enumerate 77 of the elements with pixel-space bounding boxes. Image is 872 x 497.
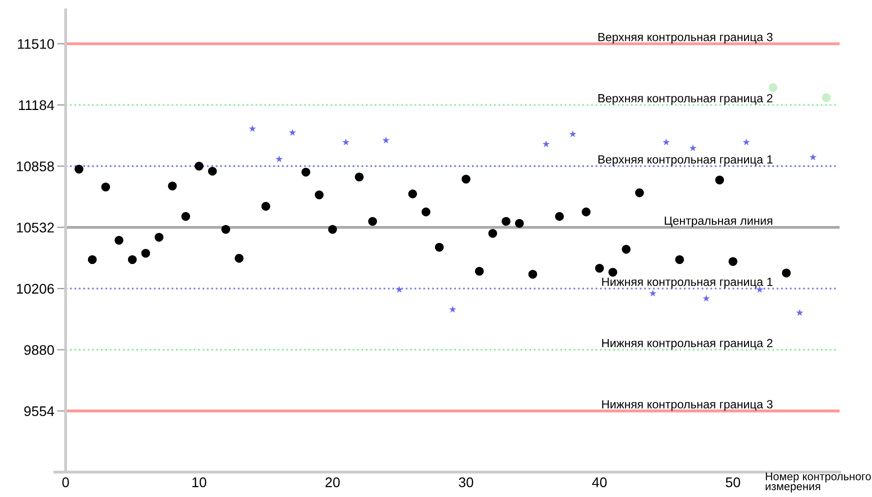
point (328, 225, 337, 234)
point (114, 236, 124, 245)
point (261, 202, 270, 211)
x-tick-label: 10 (192, 477, 206, 488)
point (396, 286, 403, 293)
point (354, 172, 364, 182)
point (542, 140, 550, 148)
point (234, 254, 244, 263)
point (408, 190, 418, 198)
point (809, 154, 817, 160)
point (276, 155, 283, 162)
y-tick-label: 10206 (16, 284, 54, 294)
point (474, 266, 484, 276)
point (768, 83, 778, 92)
point (168, 182, 177, 190)
point (728, 257, 738, 266)
point (608, 268, 618, 277)
point (822, 93, 831, 102)
point (622, 244, 631, 254)
point (342, 138, 350, 146)
point (528, 270, 538, 279)
point (555, 212, 564, 221)
y-tick-label: 9880 (24, 345, 54, 355)
ref-line-label: Верхняя контрольная граница 2 (598, 94, 772, 105)
point (208, 166, 217, 176)
point (154, 232, 164, 242)
point (689, 144, 697, 152)
point (368, 216, 377, 226)
point (782, 268, 791, 278)
point (101, 182, 110, 192)
y-tick-label: 10858 (16, 161, 54, 172)
point (181, 212, 190, 221)
point (288, 128, 296, 136)
point (422, 208, 430, 216)
point (649, 290, 656, 296)
point (141, 248, 150, 258)
x-tick-label: 30 (458, 477, 474, 488)
point (715, 176, 724, 184)
ref-line-label: Центральная линия (664, 216, 772, 228)
x-axis-title: Номер контрольного измерения (766, 472, 871, 492)
point (582, 208, 591, 216)
point (248, 124, 256, 132)
point (662, 138, 670, 146)
point (502, 216, 510, 226)
point (796, 308, 804, 316)
point (194, 162, 204, 171)
point (128, 255, 137, 264)
point (434, 242, 444, 252)
x-tick-label: 40 (592, 477, 607, 488)
y-tick-label: 9554 (24, 406, 54, 416)
point (742, 138, 750, 146)
point (635, 188, 644, 198)
point (675, 255, 684, 264)
ref-line-label: Верхняя контрольная граница 3 (598, 32, 772, 44)
point (74, 164, 84, 174)
point (488, 228, 498, 238)
y-tick-label: 11510 (18, 39, 54, 49)
x-tick-label: 20 (326, 477, 340, 488)
y-tick-label: 10532 (16, 222, 54, 233)
x-tick-label: 0 (62, 477, 69, 488)
point (595, 264, 604, 273)
point (301, 168, 310, 177)
point (702, 294, 710, 302)
point (569, 130, 576, 138)
point (221, 225, 230, 234)
ref-line-label: Нижняя контрольная граница 1 (602, 278, 772, 288)
point (449, 306, 456, 313)
ref-line-label: Верхняя контрольная граница 1 (598, 155, 772, 166)
point (314, 190, 324, 200)
point (382, 136, 390, 144)
point (88, 255, 97, 264)
ref-line-label: Нижняя контрольная граница 3 (602, 400, 772, 411)
point (462, 174, 470, 184)
ref-line-label: Нижняя контрольная граница 2 (602, 338, 772, 350)
point (515, 219, 524, 228)
x-tick-label: 50 (726, 477, 740, 488)
y-tick-label: 11184 (18, 100, 54, 110)
